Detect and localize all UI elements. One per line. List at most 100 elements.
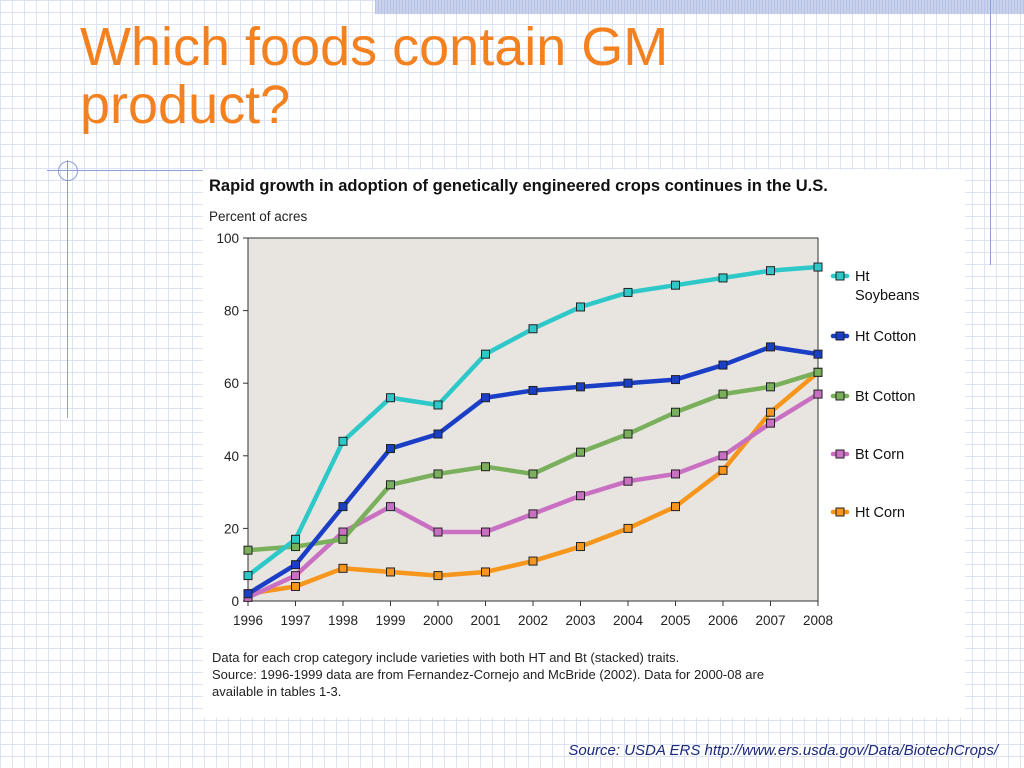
data-point bbox=[291, 534, 300, 544]
data-point bbox=[386, 444, 395, 454]
slide-title-line-1: Which foods contain GM bbox=[80, 17, 669, 77]
data-point bbox=[576, 491, 585, 501]
crosshair-decoration bbox=[58, 161, 78, 181]
x-tick-label: 2007 bbox=[755, 613, 785, 628]
data-point bbox=[623, 476, 633, 486]
data-point bbox=[718, 465, 728, 475]
data-point bbox=[671, 469, 680, 479]
data-point bbox=[813, 349, 823, 359]
y-axis: 0 20 40 60 80 100 bbox=[216, 231, 248, 609]
data-point bbox=[623, 287, 633, 297]
x-tick-label: 1997 bbox=[280, 613, 310, 628]
legend: Ht Soybeans Ht Cotton Bt Cotton Bt Corn Ht Co… bbox=[830, 269, 920, 521]
data-point bbox=[386, 567, 395, 577]
data-point bbox=[243, 589, 253, 599]
data-point bbox=[481, 527, 490, 537]
data-point bbox=[433, 571, 443, 581]
legend-marker bbox=[835, 449, 845, 459]
legend-label: Ht Cotton bbox=[855, 329, 916, 345]
x-tick-label: 2001 bbox=[470, 613, 500, 628]
legend-marker bbox=[835, 507, 845, 517]
y-tick-label: 100 bbox=[216, 231, 239, 246]
data-point bbox=[766, 342, 775, 352]
data-point bbox=[671, 407, 680, 417]
data-point bbox=[243, 571, 253, 581]
x-tick-label: 2003 bbox=[565, 613, 595, 628]
x-tick-label: 2005 bbox=[660, 613, 690, 628]
y-axis-label: Percent of acres bbox=[209, 209, 308, 224]
data-point bbox=[291, 581, 300, 591]
title-underline-rule bbox=[47, 170, 245, 171]
y-tick-label: 20 bbox=[224, 521, 239, 536]
data-point bbox=[718, 273, 728, 283]
x-tick-label: 2008 bbox=[803, 613, 833, 628]
adoption-line-chart: Rapid growth in adoption of genetically … bbox=[209, 177, 920, 699]
data-point bbox=[623, 429, 633, 439]
source-citation: Source: USDA ERS http://www.ers.usda.gov… bbox=[568, 742, 998, 759]
data-point bbox=[576, 542, 585, 552]
data-point bbox=[433, 469, 443, 479]
header-decoration-band bbox=[375, 0, 1024, 14]
x-axis: 1996 1997 1998 1999 2000 2001 2002 2003 2004 2005… bbox=[233, 601, 833, 628]
data-point bbox=[813, 262, 823, 272]
data-point bbox=[481, 349, 490, 359]
data-point bbox=[433, 400, 443, 410]
data-point bbox=[433, 527, 443, 537]
legend-label: Soybeans bbox=[855, 288, 920, 304]
data-point bbox=[528, 509, 538, 519]
data-point bbox=[481, 567, 490, 577]
data-point bbox=[623, 523, 633, 533]
data-point bbox=[528, 385, 538, 395]
data-point bbox=[481, 462, 490, 472]
data-point bbox=[528, 556, 538, 566]
data-point bbox=[766, 418, 775, 428]
data-point bbox=[528, 324, 538, 334]
legend-marker bbox=[835, 271, 845, 281]
left-decoration-rule bbox=[67, 160, 68, 418]
chart-note-1: Data for each crop category include vari… bbox=[212, 650, 679, 665]
data-point bbox=[766, 266, 775, 276]
data-point bbox=[671, 502, 680, 512]
y-tick-label: 0 bbox=[231, 594, 239, 609]
legend-label: Bt Cotton bbox=[855, 389, 915, 405]
data-point bbox=[433, 429, 443, 439]
data-point bbox=[576, 447, 585, 457]
data-point bbox=[766, 407, 775, 417]
data-point bbox=[718, 360, 728, 370]
data-point bbox=[528, 469, 538, 479]
x-tick-label: 2004 bbox=[613, 613, 644, 628]
y-tick-label: 60 bbox=[224, 376, 239, 391]
data-point bbox=[813, 367, 823, 377]
data-point bbox=[813, 389, 823, 399]
data-point bbox=[243, 545, 253, 555]
data-point bbox=[671, 280, 680, 290]
x-tick-label: 1996 bbox=[233, 613, 263, 628]
legend-label: Bt Corn bbox=[855, 447, 904, 463]
data-point bbox=[718, 451, 728, 461]
series-layer bbox=[243, 262, 823, 602]
data-point bbox=[623, 378, 633, 388]
data-point bbox=[291, 571, 300, 581]
x-tick-label: 2006 bbox=[708, 613, 738, 628]
x-tick-label: 2000 bbox=[423, 613, 453, 628]
x-tick-label: 2002 bbox=[518, 613, 548, 628]
data-point bbox=[338, 563, 348, 573]
data-point bbox=[718, 389, 728, 399]
data-point bbox=[386, 393, 395, 403]
legend-label: Ht Corn bbox=[855, 505, 905, 521]
data-point bbox=[338, 502, 348, 512]
data-point bbox=[671, 375, 680, 385]
data-point bbox=[766, 382, 775, 392]
legend-marker bbox=[835, 331, 845, 341]
x-tick-label: 1999 bbox=[375, 613, 405, 628]
data-point bbox=[576, 302, 585, 312]
y-tick-label: 80 bbox=[224, 304, 239, 319]
chart-panel: Rapid growth in adoption of genetically … bbox=[203, 170, 965, 718]
y-tick-label: 40 bbox=[224, 449, 239, 464]
slide-title: Which foods contain GM product? bbox=[80, 18, 840, 134]
plot-area bbox=[247, 237, 819, 602]
data-point bbox=[386, 480, 395, 490]
chart-note-2: Source: 1996-1999 data are from Fernande… bbox=[212, 667, 764, 682]
data-point bbox=[576, 382, 585, 392]
legend-label: Ht bbox=[855, 269, 870, 285]
